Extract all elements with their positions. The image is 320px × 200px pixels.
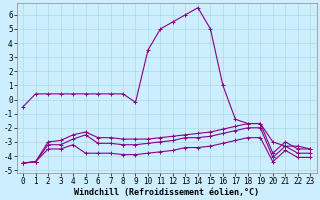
X-axis label: Windchill (Refroidissement éolien,°C): Windchill (Refroidissement éolien,°C)	[74, 188, 259, 197]
